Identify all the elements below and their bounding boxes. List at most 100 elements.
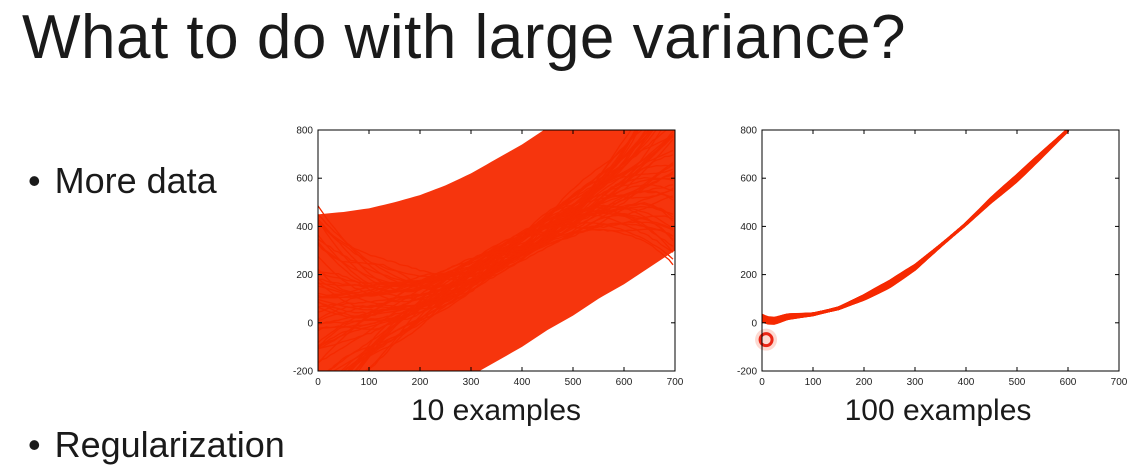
- series-line: [762, 130, 1069, 320]
- series-line: [762, 130, 1069, 322]
- series-line: [762, 130, 1069, 322]
- series-line: [762, 130, 1069, 325]
- bullet-marker: •: [28, 424, 41, 465]
- series-line: [762, 130, 1069, 322]
- chart-caption-100-examples: 100 examples: [844, 394, 1032, 427]
- series-line: [762, 130, 1069, 325]
- series-line: [762, 130, 1069, 323]
- series-line: [762, 130, 1069, 323]
- series-lines: [318, 130, 675, 371]
- series-line: [762, 130, 1069, 322]
- series-lines: [762, 130, 1069, 325]
- series-line: [318, 202, 674, 288]
- x-tick-label: 100: [361, 377, 378, 388]
- series-line: [762, 130, 1069, 323]
- bullet-regularization: • Regularization: [28, 424, 285, 466]
- series-line: [762, 130, 1069, 325]
- series-line: [762, 130, 1069, 324]
- series-line: [762, 130, 1069, 322]
- series-line: [363, 130, 651, 371]
- series-line: [318, 190, 674, 326]
- bullet-marker: •: [28, 160, 41, 201]
- series-line: [318, 224, 674, 364]
- series-line: [762, 130, 1069, 322]
- series-line: [762, 130, 1069, 325]
- series-line: [762, 130, 1069, 321]
- series-line: [762, 130, 1069, 325]
- series-line: [762, 130, 1069, 324]
- y-tick-label: 400: [740, 222, 757, 233]
- series-line: [762, 130, 1069, 320]
- y-tick-label: 800: [296, 126, 313, 137]
- series-line: [762, 130, 1069, 320]
- series-line: [762, 130, 1069, 324]
- plot-frame: [317, 129, 676, 372]
- series-line: [762, 130, 1069, 323]
- slide-title: What to do with large variance?: [22, 3, 906, 72]
- x-tick-label: 700: [1111, 377, 1128, 388]
- series-line: [318, 162, 674, 293]
- series-line: [762, 130, 1069, 320]
- x-tick-label: 600: [1060, 377, 1077, 388]
- series-line: [762, 130, 1069, 321]
- series-line: [762, 130, 1069, 322]
- series-line: [762, 130, 1069, 324]
- series-line: [762, 130, 1069, 320]
- bullet-more-data: • More data: [28, 160, 217, 202]
- plot-frame: [761, 129, 1120, 372]
- y-tick-label: 600: [296, 174, 313, 185]
- series-line: [762, 130, 1069, 320]
- series-line: [762, 130, 1069, 324]
- y-tick-label: 200: [296, 270, 313, 281]
- series-line: [762, 130, 1069, 321]
- series-line: [762, 130, 1069, 320]
- series-line: [762, 130, 1069, 322]
- series-line: [762, 130, 1069, 320]
- series-line: [318, 190, 674, 292]
- bullet-label: Regularization: [54, 424, 285, 465]
- series-line: [762, 130, 1069, 325]
- series-line: [762, 130, 1069, 321]
- series-line: [762, 130, 1069, 322]
- series-line: [762, 130, 1069, 325]
- x-tick-label: 700: [667, 377, 684, 388]
- y-tick-label: 800: [740, 126, 757, 137]
- x-tick-label: 0: [315, 377, 321, 388]
- series-line: [762, 130, 1069, 322]
- series-line: [762, 130, 1069, 320]
- series-line: [762, 130, 1069, 325]
- series-line: [762, 130, 1069, 323]
- y-tick-label: 0: [751, 318, 757, 329]
- series-line: [762, 130, 1069, 324]
- series-line: [762, 130, 1069, 319]
- series-line: [762, 130, 1069, 323]
- cursor-halo: [755, 328, 778, 351]
- y-tick-label: 0: [307, 318, 313, 329]
- y-tick-label: 600: [740, 174, 757, 185]
- series-line: [762, 130, 1069, 324]
- series-line: [762, 130, 1069, 321]
- series-line: [762, 130, 1069, 322]
- series-line: [328, 164, 674, 371]
- series-line: [762, 130, 1069, 323]
- x-tick-label: 600: [616, 377, 633, 388]
- series-line: [762, 130, 1069, 322]
- y-tick-label: -200: [293, 367, 313, 378]
- series-line: [318, 168, 674, 303]
- series-line: [762, 130, 1069, 320]
- series-line: [762, 130, 1069, 325]
- x-tick-label: 400: [958, 377, 975, 388]
- series-line: [762, 130, 1069, 323]
- series-line: [762, 130, 1069, 322]
- series-line: [762, 130, 1069, 322]
- series-line: [762, 130, 1069, 320]
- series-line: [762, 130, 1069, 320]
- series-line: [357, 214, 674, 371]
- x-tick-label: 100: [805, 377, 822, 388]
- x-tick-label: 200: [412, 377, 429, 388]
- series-line: [762, 130, 1069, 320]
- series-line: [762, 130, 1069, 324]
- y-tick-label: 200: [740, 270, 757, 281]
